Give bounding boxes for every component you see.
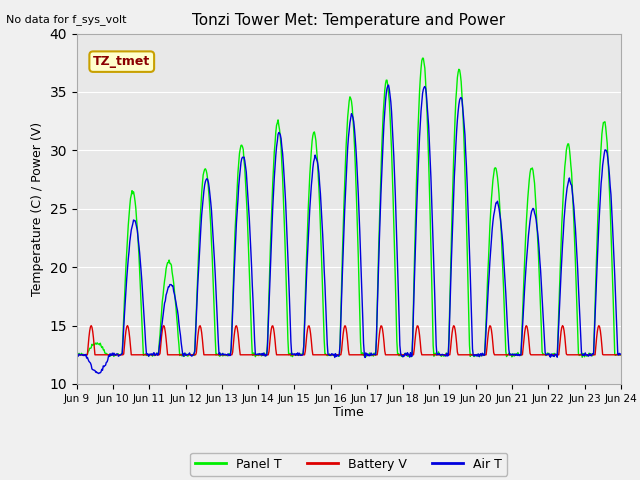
Battery V	[87, 323, 95, 328]
Title: Tonzi Tower Met: Temperature and Power: Tonzi Tower Met: Temperature and Power	[192, 13, 506, 28]
Air T	[433, 343, 440, 348]
Line: Air T: Air T	[77, 85, 621, 373]
Panel T	[419, 55, 426, 61]
Panel T	[431, 350, 439, 356]
Battery V	[73, 352, 81, 358]
Battery V	[223, 352, 231, 358]
X-axis label: Time: Time	[333, 407, 364, 420]
Air T	[617, 351, 625, 357]
Air T	[195, 266, 202, 272]
Legend: Panel T, Battery V, Air T: Panel T, Battery V, Air T	[190, 453, 508, 476]
Battery V	[617, 352, 625, 358]
Panel T	[223, 352, 230, 358]
Panel T	[73, 351, 81, 357]
Line: Panel T: Panel T	[77, 58, 621, 357]
Panel T	[194, 267, 202, 273]
Text: No data for f_sys_volt: No data for f_sys_volt	[6, 14, 127, 25]
Panel T	[579, 354, 586, 360]
Panel T	[617, 352, 625, 358]
Air T	[140, 301, 147, 307]
Panel T	[415, 108, 422, 113]
Air T	[83, 355, 90, 361]
Line: Battery V: Battery V	[77, 325, 621, 355]
Air T	[417, 120, 424, 126]
Battery V	[195, 327, 202, 333]
Air T	[385, 82, 392, 88]
Panel T	[139, 336, 147, 341]
Battery V	[140, 352, 147, 358]
Air T	[73, 352, 81, 358]
Air T	[95, 371, 102, 376]
Battery V	[83, 352, 90, 358]
Text: TZ_tmet: TZ_tmet	[93, 55, 150, 68]
Air T	[223, 352, 231, 358]
Battery V	[416, 332, 424, 338]
Y-axis label: Temperature (C) / Power (V): Temperature (C) / Power (V)	[31, 122, 44, 296]
Panel T	[83, 352, 90, 358]
Battery V	[431, 352, 439, 358]
